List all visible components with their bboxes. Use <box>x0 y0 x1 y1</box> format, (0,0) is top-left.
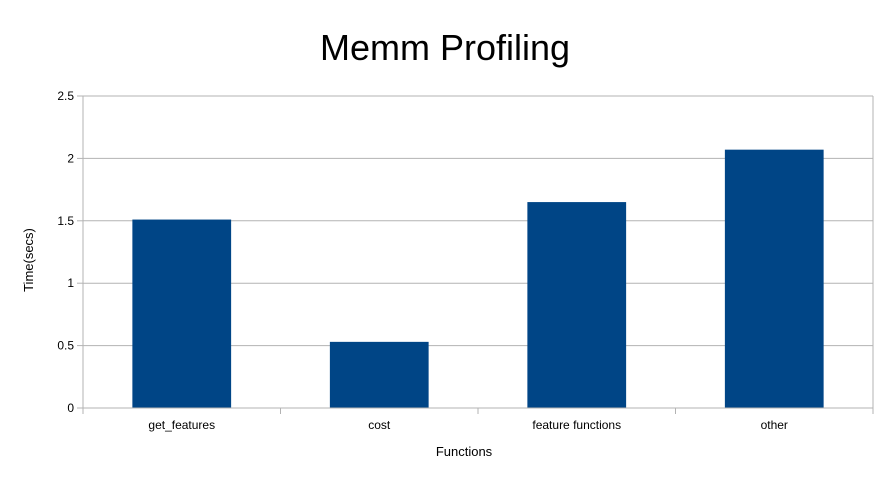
x-axis-label: Functions <box>436 444 493 459</box>
y-axis-label: Time(secs) <box>21 228 36 292</box>
y-tick-label: 2 <box>67 151 74 165</box>
y-tick-label: 1 <box>67 276 74 290</box>
y-tick-label: 0 <box>67 401 74 415</box>
bar-get_features <box>132 219 232 408</box>
y-tick-label: 0.5 <box>57 339 74 353</box>
x-tick-label: cost <box>368 418 391 432</box>
y-tick-label: 1.5 <box>57 214 74 228</box>
chart-title: Memm Profiling <box>320 27 570 68</box>
x-tick-label: get_features <box>148 418 215 432</box>
tick-labels: 0 0.5 1 1.5 2 2.5 get_features cost feature func… <box>57 89 788 432</box>
bar-other <box>724 149 824 408</box>
y-tick-label: 2.5 <box>57 89 74 103</box>
x-tick-label: other <box>761 418 788 432</box>
axes <box>77 95 874 414</box>
bar-cost <box>329 341 429 408</box>
bar-feature-functions <box>527 202 627 408</box>
x-tick-label: feature functions <box>532 418 621 432</box>
bars <box>132 149 824 408</box>
